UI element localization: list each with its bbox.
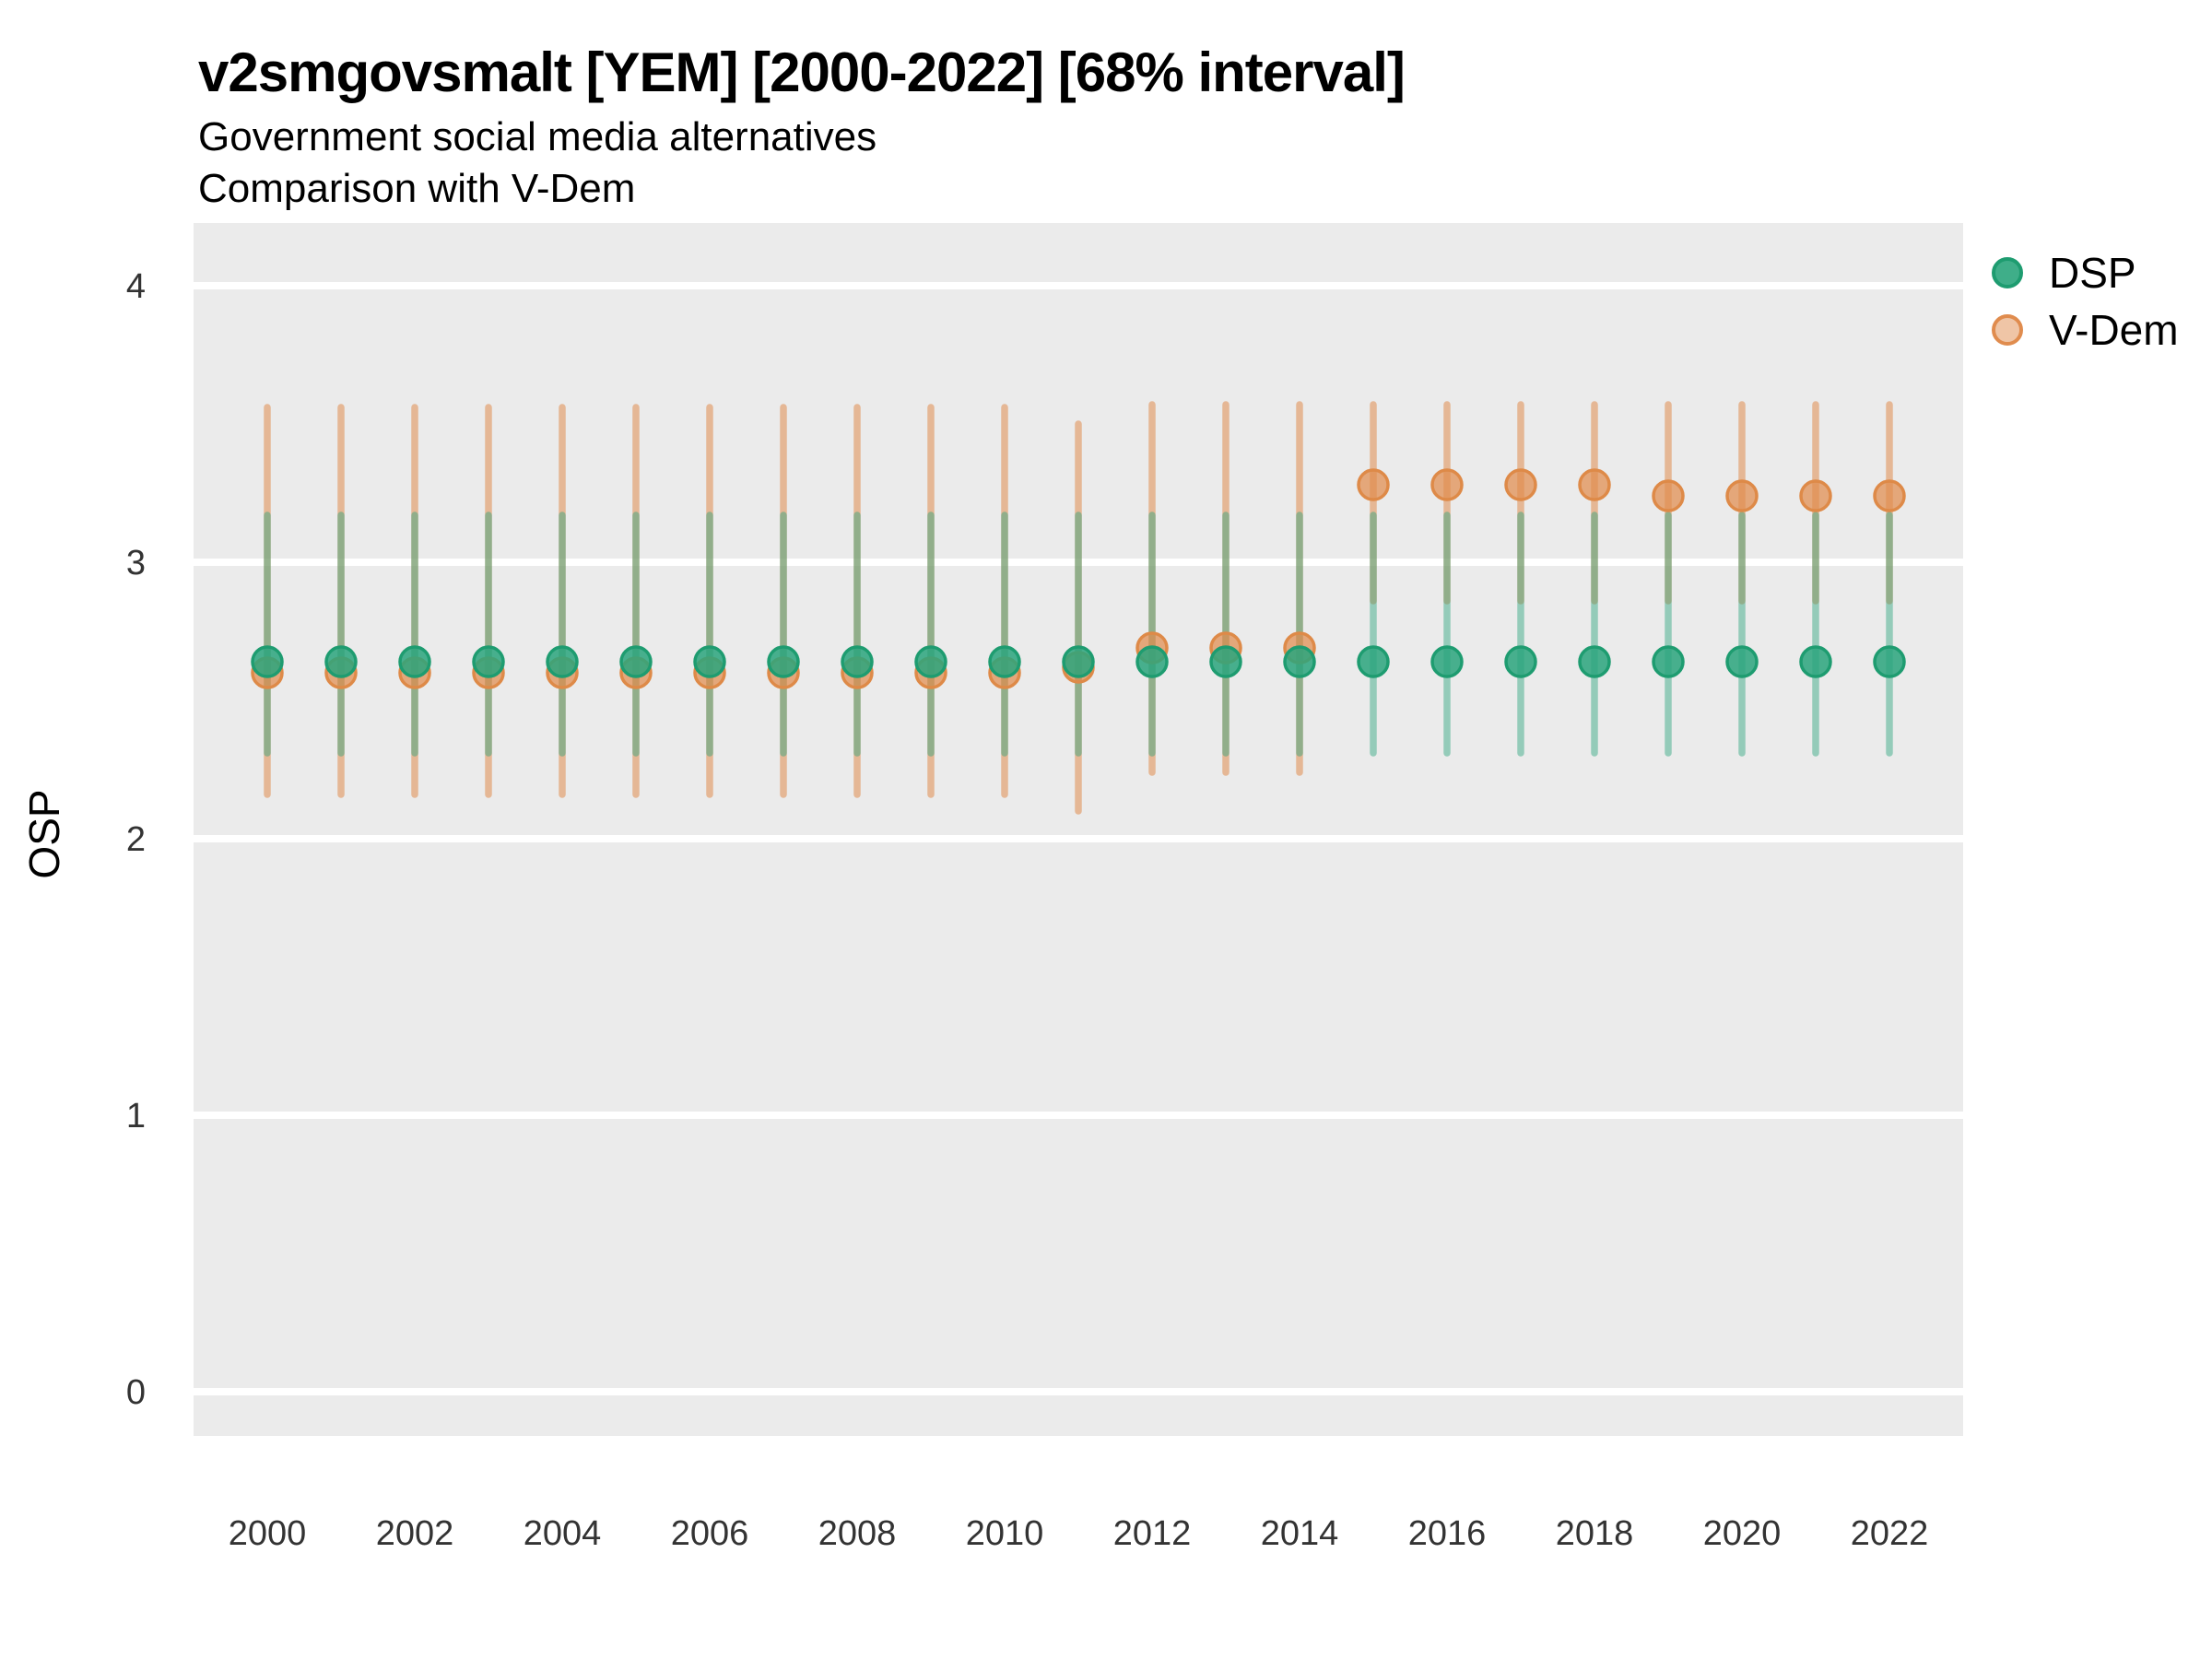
x-tick-2014: 2014 (1261, 1514, 1339, 1553)
x-tick-2020: 2020 (1703, 1514, 1782, 1553)
vdem-point-2020 (1725, 479, 1759, 512)
x-tick-2022: 2022 (1851, 1514, 1929, 1553)
vdem-point-2022 (1873, 479, 1906, 512)
vdem-point-2015 (1357, 468, 1390, 501)
dsp-point-2013 (1209, 645, 1242, 678)
chart-subtitle-2: Comparison with V-Dem (198, 166, 636, 211)
dsp-point-2019 (1652, 645, 1685, 678)
legend-item-vdem: V-Dem (1992, 306, 2179, 354)
vdem-point-2017 (1504, 468, 1537, 501)
x-tick-2004: 2004 (524, 1514, 602, 1553)
dsp-point-2009 (914, 645, 947, 678)
legend: DSP V-Dem (1992, 249, 2179, 354)
dsp-point-2010 (988, 645, 1021, 678)
legend-label-dsp: DSP (2049, 249, 2136, 297)
y-tick-2: 2 (126, 820, 146, 859)
dsp-point-2002 (398, 645, 431, 678)
dsp-point-2021 (1799, 645, 1832, 678)
x-tick-2008: 2008 (818, 1514, 897, 1553)
x-tick-2002: 2002 (376, 1514, 454, 1553)
dsp-swatch-icon (1992, 257, 2023, 288)
plot-panel (194, 223, 1963, 1436)
dsp-point-2001 (324, 645, 358, 678)
dsp-point-2012 (1135, 645, 1169, 678)
dsp-point-2007 (767, 645, 800, 678)
legend-label-vdem: V-Dem (2049, 306, 2179, 354)
vdem-swatch-icon (1992, 314, 2023, 346)
x-tick-2016: 2016 (1408, 1514, 1487, 1553)
dsp-point-2014 (1283, 645, 1316, 678)
x-tick-2000: 2000 (229, 1514, 307, 1553)
x-tick-2012: 2012 (1113, 1514, 1192, 1553)
dsp-point-2008 (841, 645, 874, 678)
dsp-point-2004 (546, 645, 579, 678)
x-tick-2010: 2010 (966, 1514, 1044, 1553)
x-tick-2018: 2018 (1556, 1514, 1634, 1553)
dsp-point-2022 (1873, 645, 1906, 678)
dsp-point-2005 (619, 645, 653, 678)
dsp-point-2000 (251, 645, 284, 678)
y-axis-title: OSP (20, 789, 68, 878)
vdem-point-2016 (1430, 468, 1464, 501)
vdem-point-2019 (1652, 479, 1685, 512)
y-tick-3: 3 (126, 544, 146, 582)
dsp-point-2006 (693, 645, 726, 678)
dsp-point-2003 (472, 645, 505, 678)
legend-item-dsp: DSP (1992, 249, 2179, 297)
dsp-point-2017 (1504, 645, 1537, 678)
dsp-point-2020 (1725, 645, 1759, 678)
y-tick-4: 4 (126, 267, 146, 306)
dsp-point-2016 (1430, 645, 1464, 678)
chart-title: v2smgovsmalt [YEM] [2000-2022] [68% inte… (198, 41, 1406, 103)
y-tick-0: 0 (126, 1373, 146, 1412)
dsp-point-2015 (1357, 645, 1390, 678)
y-tick-1: 1 (126, 1097, 146, 1135)
x-tick-2006: 2006 (671, 1514, 749, 1553)
vdem-point-2018 (1578, 468, 1611, 501)
dsp-point-2018 (1578, 645, 1611, 678)
vdem-point-2021 (1799, 479, 1832, 512)
dsp-point-2011 (1062, 645, 1095, 678)
chart-subtitle-1: Government social media alternatives (198, 114, 877, 159)
